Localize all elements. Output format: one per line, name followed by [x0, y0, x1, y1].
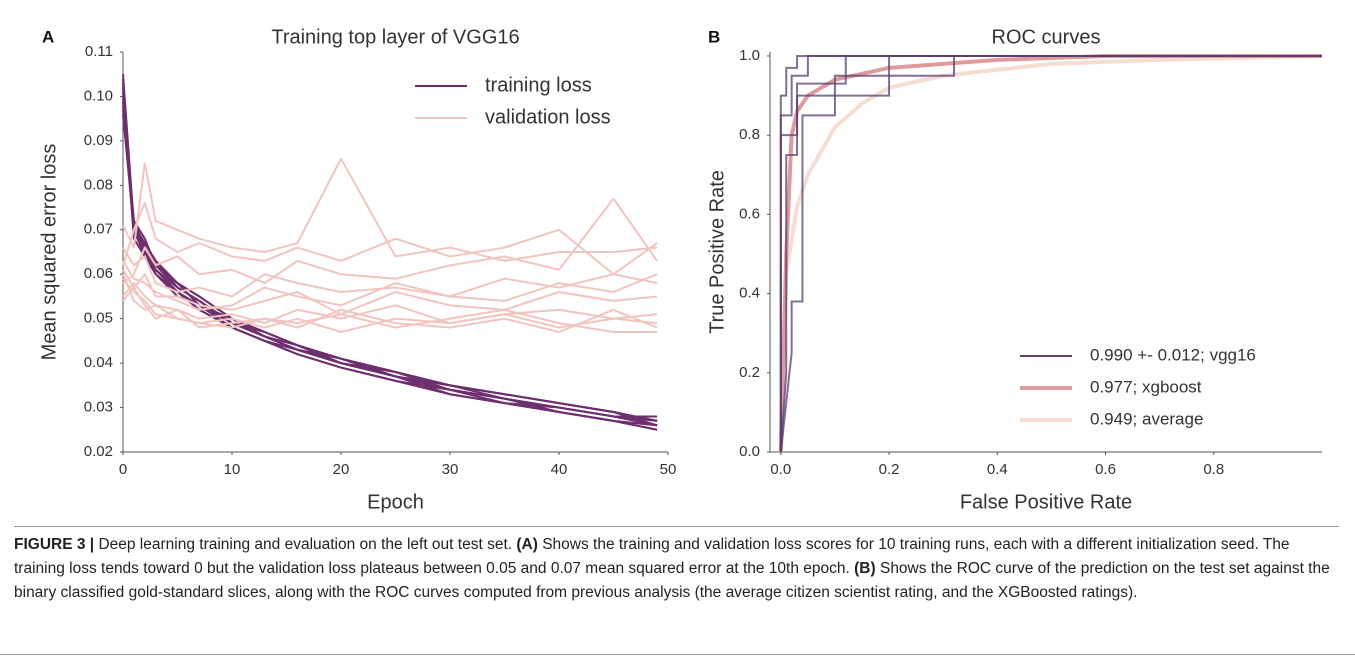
panel-label: A — [42, 27, 54, 46]
legend-label: 0.990 +- 0.012; vgg16 — [1090, 345, 1256, 364]
x-tick-label: 0.2 — [879, 461, 900, 478]
legend-label: validation loss — [485, 106, 611, 128]
roc-curve — [779, 54, 1322, 452]
y-tick-label: 0.10 — [84, 87, 113, 104]
roc-curve — [779, 54, 1322, 452]
x-tick-label: 0.8 — [1203, 461, 1224, 478]
panel-label: B — [708, 27, 720, 46]
x-tick-label: 0.0 — [770, 461, 791, 478]
loss-line — [122, 260, 658, 311]
x-tick-label: 50 — [660, 461, 677, 478]
caption-text: Shows the ROC curve of the prediction on… — [14, 560, 1330, 601]
roc-curve — [779, 54, 1322, 452]
roc-curve — [779, 54, 1322, 453]
y-tick-label: 0.07 — [84, 221, 113, 238]
y-tick-label: 0.11 — [85, 43, 113, 60]
y-tick-label: 1.0 — [739, 47, 760, 64]
caption-text: (B) — [854, 560, 876, 577]
y-axis-label: True Positive Rate — [706, 170, 728, 334]
loss-line — [122, 78, 658, 427]
y-tick-label: 0.09 — [84, 132, 113, 149]
loss-line — [122, 202, 658, 276]
y-tick-label: 0.04 — [84, 354, 113, 371]
legend-label: 0.949; average — [1090, 409, 1203, 428]
y-tick-label: 0.03 — [84, 399, 113, 416]
legend-label: training loss — [485, 74, 592, 96]
loss-line — [122, 278, 658, 333]
x-tick-label: 0.4 — [987, 461, 1008, 478]
loss-line — [122, 197, 658, 285]
caption-text: Deep learning training and evaluation on… — [94, 536, 517, 553]
legend-label: 0.977; xgboost — [1090, 377, 1202, 396]
x-tick-label: 0.6 — [1095, 461, 1116, 478]
loss-line — [122, 157, 658, 262]
y-tick-label: 0.08 — [84, 176, 113, 193]
y-tick-label: 0.6 — [739, 205, 760, 222]
caption-text: FIGURE 3 | — [14, 536, 95, 553]
figure: A Training top layer of VGG16 Epoch Mean sq… — [38, 26, 1323, 513]
caption-text: (A) — [516, 536, 538, 553]
loss-line — [122, 105, 658, 427]
roc-curve — [778, 53, 1323, 453]
roc-curve — [778, 53, 1322, 453]
x-tick-label: 30 — [442, 461, 459, 478]
bottom-rule — [0, 654, 1355, 655]
loss-line — [122, 282, 658, 325]
x-tick-label: 40 — [551, 461, 568, 478]
y-axis-label: Mean squared error loss — [38, 144, 60, 361]
y-tick-label: 0.8 — [739, 126, 760, 143]
caption: FIGURE 3 | Deep learning training and ev… — [14, 526, 1339, 605]
y-tick-label: 0.2 — [739, 364, 760, 381]
roc-curve — [779, 54, 1322, 453]
loss-line — [122, 286, 658, 333]
y-tick-label: 0.0 — [739, 443, 760, 460]
loss-line — [122, 269, 658, 316]
x-axis-label: Epoch — [367, 491, 424, 513]
chart-title: Training top layer of VGG16 — [271, 26, 519, 48]
y-tick-label: 0.4 — [739, 285, 760, 302]
loss-line — [122, 109, 658, 422]
x-tick-label: 0 — [119, 461, 127, 478]
x-axis-label: False Positive Rate — [960, 491, 1132, 513]
x-tick-label: 10 — [224, 461, 241, 478]
y-tick-label: 0.06 — [84, 265, 113, 282]
y-tick-label: 0.05 — [84, 310, 113, 327]
loss-line — [122, 100, 658, 431]
loss-line — [122, 247, 658, 298]
x-tick-label: 20 — [333, 461, 350, 478]
y-tick-label: 0.02 — [84, 443, 113, 460]
chart-title: ROC curves — [992, 26, 1101, 48]
caption-text: Shows the training and validation loss s… — [14, 536, 1290, 577]
